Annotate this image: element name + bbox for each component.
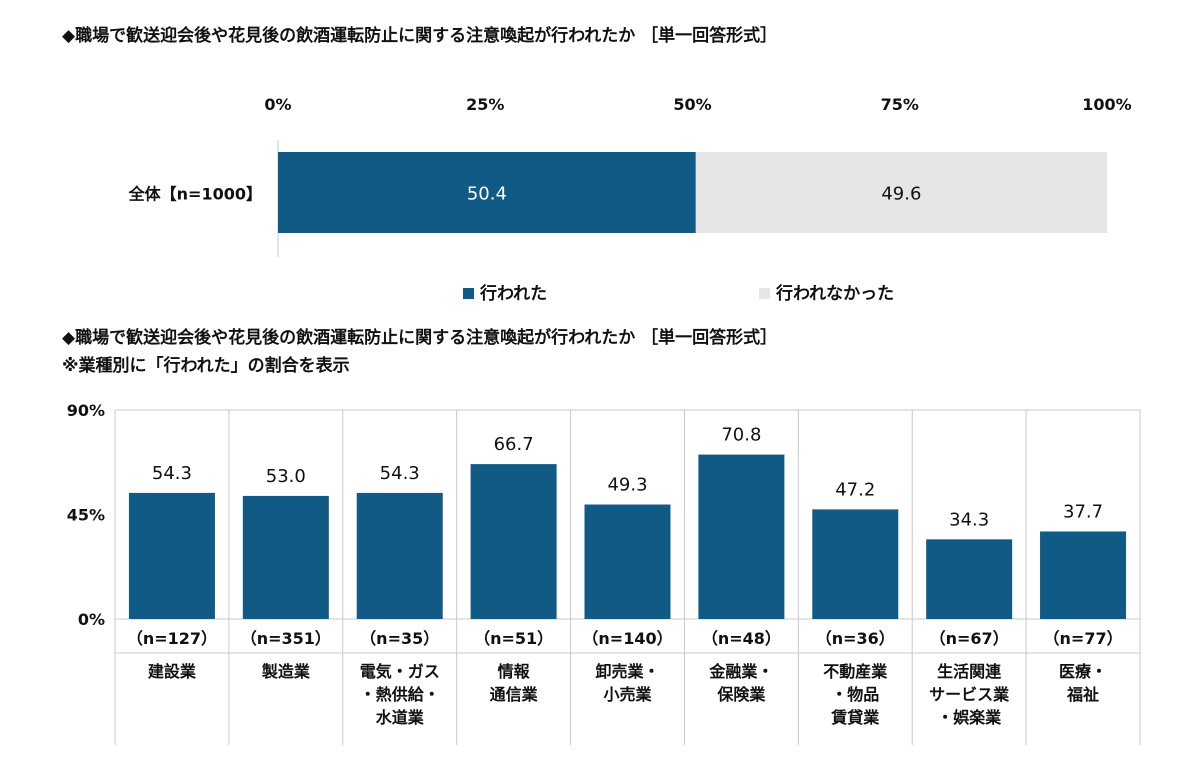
- chart1-x-tick-label: 100%: [1082, 95, 1131, 114]
- chart2-title: ◆職場で歓送迎会後や花見後の飲酒運転防止に関する注意喚起が行われたか ［単一回答…: [62, 327, 777, 348]
- chart2-plot: 0% 45% 90% 54.3 （n=127） 建設業 53.0 （n=351） 製造業 54.3…: [67, 401, 1141, 745]
- chart2-subtitle: ※業種別に「行われた」の割合を表示: [62, 355, 350, 376]
- chart2-n-label: （n=77）: [1044, 629, 1123, 648]
- chart1-data-label: 49.6: [881, 184, 921, 205]
- chart2-n-label: （n=36）: [816, 629, 895, 648]
- chart2-category-label: 生活関連サービス業・娯楽業: [929, 662, 1010, 727]
- chart1-x-tick-label: 75%: [881, 95, 919, 114]
- chart2-data-label: 70.8: [721, 425, 761, 446]
- chart2-data-label: 37.7: [1063, 501, 1103, 522]
- chart2-n-label: （n=351）: [241, 629, 331, 648]
- chart2-n-label: （n=127）: [127, 629, 217, 648]
- chart2-bar: [242, 495, 329, 619]
- chart2-bar: [812, 509, 899, 619]
- chart1-title: ◆職場で歓送迎会後や花見後の飲酒運転防止に関する注意喚起が行われたか ［単一回答…: [62, 25, 777, 46]
- chart1-x-tick-label: 0%: [264, 95, 291, 114]
- chart1-legend-label: 行われなかった: [775, 283, 894, 304]
- chart2-category-label: 建設業: [148, 662, 197, 681]
- chart2-data-label: 47.2: [835, 479, 875, 500]
- chart2-bar: [128, 492, 215, 619]
- chart1-bar-segment-no: [695, 152, 1107, 233]
- chart1-legend-swatch: [759, 288, 770, 299]
- chart2-bar: [698, 454, 785, 619]
- chart2-bar: [584, 504, 671, 619]
- chart2-y-tick-label: 45%: [67, 506, 105, 525]
- chart2-y-tick-label: 0%: [78, 610, 105, 629]
- chart2-n-label: （n=35）: [360, 629, 439, 648]
- chart2-category-label: 情報通信業: [490, 662, 539, 704]
- chart1-legend: 行われた 行われなかった: [463, 283, 894, 304]
- chart2-n-label: （n=140）: [582, 629, 672, 648]
- chart2-n-label: （n=67）: [930, 629, 1009, 648]
- chart2-bar: [470, 464, 557, 619]
- chart2-data-label: 54.3: [380, 463, 420, 484]
- chart1-category-label: 全体【n=1000】: [128, 185, 262, 204]
- chart2-bar: [1040, 531, 1127, 619]
- chart1-legend-label: 行われた: [479, 283, 547, 304]
- chart2-y-tick-label: 90%: [67, 401, 105, 420]
- chart2-bar: [926, 539, 1013, 619]
- chart1-x-tick-label: 25%: [466, 95, 504, 114]
- chart2-n-label: （n=48）: [702, 629, 781, 648]
- chart1-bar-segment-yes: [278, 152, 696, 233]
- chart2-data-label: 34.3: [949, 509, 989, 530]
- chart1-data-label: 50.4: [467, 184, 507, 205]
- chart2-bar: [356, 492, 443, 619]
- chart1-legend-swatch: [463, 288, 474, 299]
- chart2-category-label: 不動産業・物品賃貸業: [823, 662, 888, 727]
- chart2-category-label: 医療・福祉: [1059, 662, 1107, 704]
- chart2-data-label: 66.7: [494, 434, 534, 455]
- chart2-n-label: （n=51）: [474, 629, 553, 648]
- chart2-category-label: 金融業・保険業: [708, 662, 773, 704]
- chart2-category-label: 電気・ガス・熱供給・水道業: [360, 662, 440, 727]
- chart2-data-label: 49.3: [607, 475, 647, 496]
- chart2-category-label: 卸売業・小売業: [595, 662, 659, 704]
- chart1-x-tick-label: 50%: [673, 95, 711, 114]
- chart2-category-label: 製造業: [261, 662, 311, 681]
- chart1-plot: 0% 25% 50% 75% 100% 全体【n=1000】 50.4 49.6: [128, 95, 1132, 257]
- chart2-data-label: 54.3: [152, 463, 192, 484]
- chart2-data-label: 53.0: [266, 466, 306, 487]
